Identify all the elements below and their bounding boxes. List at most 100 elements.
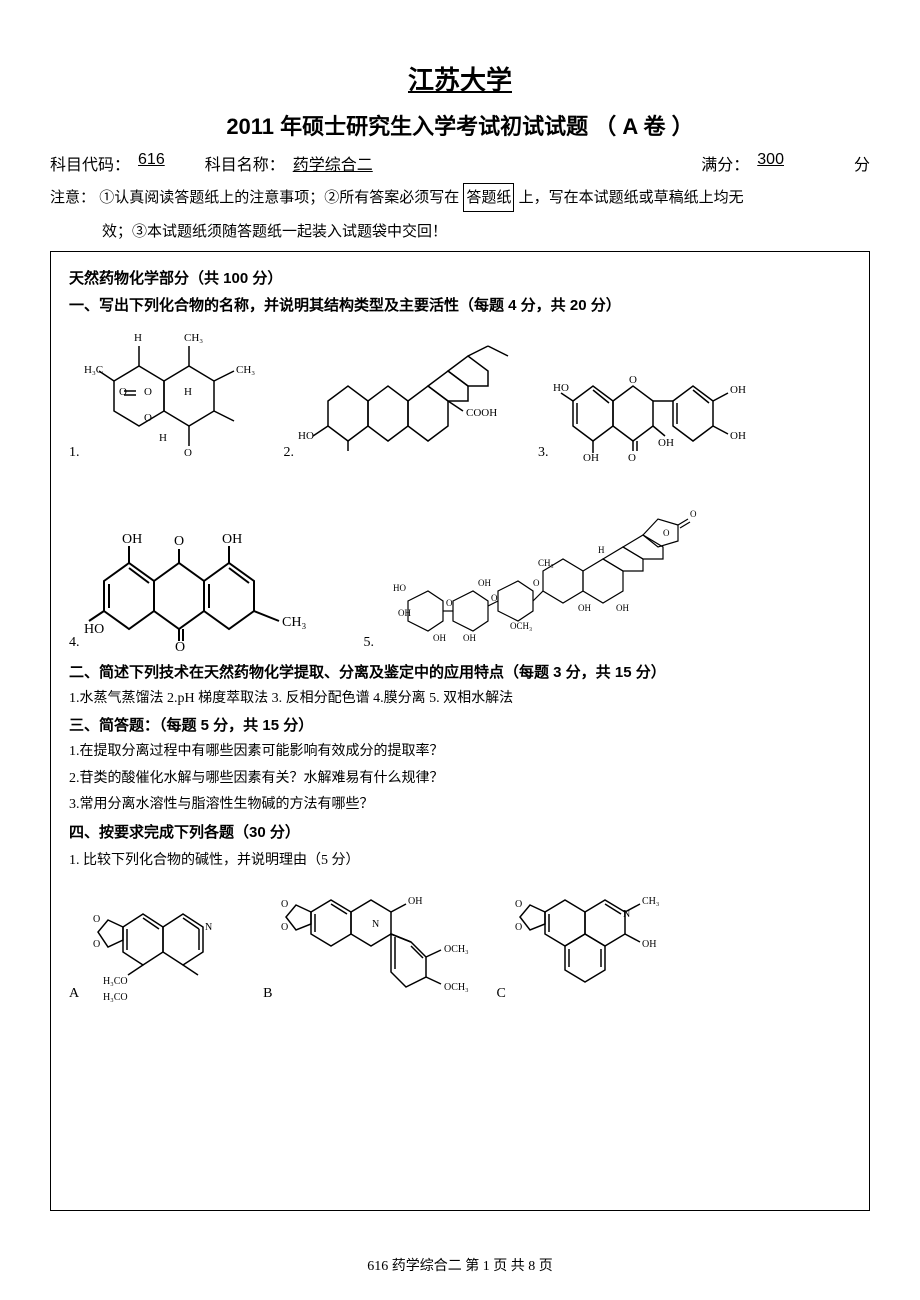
structure-1: 1. H CH₃ H₃C O O xyxy=(69,321,264,461)
svg-text:O: O xyxy=(184,447,192,459)
svg-text:N: N xyxy=(372,919,379,930)
notice-line1: 注意： ①认真阅读答题纸上的注意事项；②所有答案必须写在 答题纸 上，写在本试题… xyxy=(50,183,870,212)
structure-A-svg: O O N H₃CO H₃CO xyxy=(83,892,243,1002)
score-unit: 分 xyxy=(854,151,870,175)
svg-text:O: O xyxy=(515,899,522,910)
section3-q3: 3.常用分离水溶性与脂溶性生物碱的方法有哪些？ xyxy=(69,794,851,816)
structure-2-svg: COOH HO xyxy=(298,321,518,461)
svg-text:OH: OH xyxy=(122,532,142,547)
svg-text:O: O xyxy=(491,593,498,603)
notice-text1b: 上，写在本试题纸或草稿纸上均无 xyxy=(519,189,744,206)
structure-1-svg: H CH₃ H₃C O O H CH₃ O H O xyxy=(84,321,264,461)
svg-text:CH₃: CH₃ xyxy=(236,364,255,376)
svg-text:H: H xyxy=(159,432,167,444)
svg-text:OH: OH xyxy=(398,608,411,618)
content-box: 天然药物化学部分（共 100 分） 一、写出下列化合物的名称，并说明其结构类型及… xyxy=(50,251,870,1211)
structure-5-label: 5. xyxy=(364,635,375,651)
code-label: 科目代码： xyxy=(50,151,130,175)
svg-text:CH₃: CH₃ xyxy=(642,896,659,907)
svg-text:HO: HO xyxy=(84,622,104,637)
svg-text:O: O xyxy=(690,509,697,519)
svg-text:OCH₃: OCH₃ xyxy=(444,982,469,993)
page-footer: 616 药学综合二 第 1 页 共 8 页 xyxy=(0,1255,920,1275)
structure-B: B O O N OH xyxy=(263,882,476,1002)
svg-text:O: O xyxy=(533,578,540,588)
notice-line2: 效；③本试题纸须随答题纸一起装入试题袋中交回！ xyxy=(102,218,870,245)
structure-4-svg: OH O OH HO CH₃ O xyxy=(84,521,344,651)
svg-text:H₃C: H₃C xyxy=(84,364,103,376)
structure-C-svg: O O N CH₃ OH xyxy=(510,882,690,1002)
notice-prefix: 注意： xyxy=(50,189,95,206)
svg-text:OH: OH xyxy=(222,532,242,547)
structures-row-1: 1. H CH₃ H₃C O O xyxy=(69,321,851,461)
structure-3-svg: HO OH O OH OH OH O xyxy=(553,351,753,461)
svg-text:O: O xyxy=(281,922,288,933)
svg-text:O: O xyxy=(628,452,636,461)
svg-text:O: O xyxy=(119,386,127,398)
svg-text:O: O xyxy=(515,922,522,933)
svg-text:O: O xyxy=(446,598,453,608)
structure-C: C O O N CH₃ OH xyxy=(496,882,689,1002)
structure-2: 2. COOH HO xyxy=(284,321,519,461)
svg-text:O: O xyxy=(93,939,100,950)
svg-text:OH: OH xyxy=(730,384,746,396)
structure-5: 5. xyxy=(364,471,699,651)
svg-text:O: O xyxy=(144,386,152,398)
structure-3-label: 3. xyxy=(538,445,549,461)
svg-text:OH: OH xyxy=(583,452,599,461)
svg-text:COOH: COOH xyxy=(466,407,497,419)
score-value: 300 xyxy=(757,151,784,175)
structure-B-svg: O O N OH OCH₃ OCH₃ xyxy=(276,882,476,1002)
svg-text:OH: OH xyxy=(616,603,629,613)
svg-text:OCH₃: OCH₃ xyxy=(510,621,532,631)
exam-title: 2011 年硕士研究生入学考试初试试题 （ A 卷 ） xyxy=(50,109,870,141)
svg-text:O: O xyxy=(93,914,100,925)
svg-text:O: O xyxy=(174,534,184,549)
svg-text:O: O xyxy=(663,528,670,538)
svg-text:CH₃: CH₃ xyxy=(282,615,306,630)
section4-structures: A O O N H₃CO H₃CO xyxy=(69,882,851,1002)
code-value: 616 xyxy=(138,151,165,175)
section4-title: 四、按要求完成下列各题（30 分） xyxy=(69,821,851,842)
svg-text:HO: HO xyxy=(298,430,314,442)
svg-text:O: O xyxy=(281,899,288,910)
header-info-row: 科目代码： 616 科目名称： 药学综合二 满分： 300 分 xyxy=(50,151,870,175)
svg-text:OH: OH xyxy=(578,603,591,613)
q1-title: 一、写出下列化合物的名称，并说明其结构类型及主要活性（每题 4 分，共 20 分… xyxy=(69,294,851,315)
structures-row-2: 4. OH xyxy=(69,471,851,651)
section2-items: 1.水蒸气蒸馏法 2.pH 梯度萃取法 3. 反相分配色谱 4.膜分离 5. 双… xyxy=(69,688,851,710)
svg-text:O: O xyxy=(175,640,185,651)
structure-4-label: 4. xyxy=(69,635,80,651)
svg-text:OH: OH xyxy=(642,939,656,950)
score-label: 满分： xyxy=(701,151,749,175)
structure-A: A O O N H₃CO H₃CO xyxy=(69,892,243,1002)
structure-C-label: C xyxy=(496,986,505,1002)
structure-B-label: B xyxy=(263,986,272,1002)
section4-q1: 1. 比较下列化合物的碱性，并说明理由（5 分） xyxy=(69,850,851,872)
svg-text:N: N xyxy=(623,909,630,920)
svg-text:CH₃: CH₃ xyxy=(184,332,203,344)
notice-boxed: 答题纸 xyxy=(463,183,514,212)
svg-text:OH: OH xyxy=(463,633,476,643)
svg-text:H₃CO: H₃CO xyxy=(103,976,128,987)
section3-q2: 2.苷类的酸催化水解与哪些因素有关？水解难易有什么规律？ xyxy=(69,768,851,790)
svg-text:OH: OH xyxy=(658,437,674,449)
notice-text1a: ①认真阅读答题纸上的注意事项；②所有答案必须写在 xyxy=(99,189,459,206)
svg-text:O: O xyxy=(144,412,152,424)
structure-4: 4. OH xyxy=(69,521,344,651)
svg-text:OH: OH xyxy=(408,896,422,907)
svg-text:CH₃: CH₃ xyxy=(538,558,554,568)
section3-title: 三、简答题：（每题 5 分，共 15 分） xyxy=(69,714,851,735)
part-title: 天然药物化学部分（共 100 分） xyxy=(69,267,851,288)
structure-5-svg: OH OH OH OH OCH₃ HO CH₃ H OH OH O O O O … xyxy=(378,471,698,651)
svg-text:HO: HO xyxy=(553,382,569,394)
svg-text:OH: OH xyxy=(433,633,446,643)
svg-text:OCH₃: OCH₃ xyxy=(444,944,469,955)
name-label: 科目名称： xyxy=(205,151,285,175)
svg-text:O: O xyxy=(629,374,637,386)
structure-A-label: A xyxy=(69,986,79,1002)
name-value: 药学综合二 xyxy=(293,151,373,175)
svg-text:H: H xyxy=(184,386,192,398)
section2-title: 二、简述下列技术在天然药物化学提取、分离及鉴定中的应用特点（每题 3 分，共 1… xyxy=(69,661,851,682)
structure-3: 3. xyxy=(538,351,753,461)
